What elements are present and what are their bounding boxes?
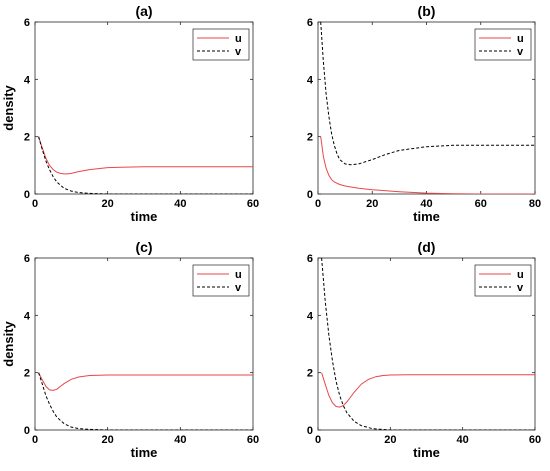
chart-title: (c) (135, 239, 152, 255)
x-tick-label: 40 (174, 198, 186, 210)
y-tick-label: 4 (24, 310, 31, 322)
series-line-v (321, 258, 535, 430)
series-line-v (38, 136, 253, 194)
y-tick-label: 4 (24, 74, 31, 86)
chart-title: (a) (135, 3, 152, 19)
legend-box (192, 28, 250, 61)
legend-label-v: v (517, 46, 524, 58)
y-tick-label: 4 (307, 310, 314, 322)
y-tick-label: 2 (24, 132, 30, 144)
legend-box (192, 264, 250, 297)
y-axis-label: density (1, 320, 16, 366)
y-tick-label: 0 (307, 425, 313, 437)
series-line-u (38, 372, 253, 391)
y-tick-label: 6 (307, 253, 313, 265)
x-tick-label: 20 (102, 198, 114, 210)
x-tick-label: 40 (420, 198, 432, 210)
legend-label-u: u (235, 269, 242, 281)
x-tick-label: 60 (529, 434, 541, 446)
series-line-v (320, 22, 535, 166)
x-tick-label: 0 (315, 434, 321, 446)
x-tick-label: 60 (247, 434, 259, 446)
y-tick-label: 6 (24, 253, 30, 265)
y-tick-label: 0 (24, 189, 30, 201)
series-line-u (320, 136, 535, 194)
y-tick-label: 2 (307, 368, 313, 380)
panel-3: 0 20 40 60 0 2 4 6 (d) time uv (307, 239, 541, 460)
x-tick-label: 60 (247, 198, 259, 210)
x-axis-label: time (131, 445, 158, 460)
chart-title: (d) (418, 239, 436, 255)
x-tick-label: 20 (366, 198, 378, 210)
x-axis-label: time (413, 209, 440, 224)
legend-box (474, 264, 532, 297)
chart-title: (b) (418, 3, 436, 19)
legend-label-v: v (235, 46, 242, 58)
series-line-u (38, 136, 253, 175)
x-tick-label: 0 (32, 198, 38, 210)
y-tick-label: 6 (24, 17, 30, 29)
legend-box (474, 28, 532, 61)
x-axis-label: time (131, 209, 158, 224)
legend-label-u: u (517, 33, 524, 45)
x-tick-label: 0 (315, 198, 321, 210)
y-tick-label: 0 (307, 189, 313, 201)
series-line-u (321, 372, 535, 408)
series-line-v (38, 372, 253, 430)
x-tick-label: 80 (529, 198, 541, 210)
x-tick-label: 40 (457, 434, 469, 446)
legend-label-v: v (517, 282, 524, 294)
y-tick-label: 6 (307, 17, 313, 29)
y-tick-label: 0 (24, 425, 30, 437)
x-tick-label: 20 (384, 434, 396, 446)
axes-frame (34, 257, 254, 431)
legend-label-u: u (235, 33, 242, 45)
panel-0: 0 20 40 60 0 2 4 6 (a) time density uv (1, 3, 259, 224)
y-tick-label: 2 (307, 132, 313, 144)
x-tick-label: 40 (174, 434, 186, 446)
x-tick-label: 20 (102, 434, 114, 446)
panel-2: 0 20 40 60 0 2 4 6 (c) time density uv (1, 239, 259, 460)
x-axis-label: time (413, 445, 440, 460)
legend-label-u: u (517, 269, 524, 281)
legend-label-v: v (235, 282, 242, 294)
y-axis-label: density (1, 84, 16, 130)
y-tick-label: 2 (24, 368, 30, 380)
x-tick-label: 60 (475, 198, 487, 210)
axes-frame (34, 21, 254, 195)
y-tick-label: 4 (307, 74, 314, 86)
panel-1: 0 20 40 60 80 0 2 4 6 (b) time uv (307, 3, 541, 224)
x-tick-label: 0 (32, 434, 38, 446)
